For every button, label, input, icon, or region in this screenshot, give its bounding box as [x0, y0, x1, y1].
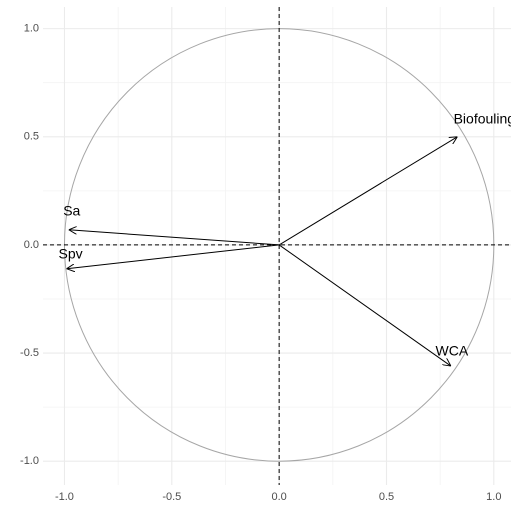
x-tick-label: 0.5 — [379, 491, 394, 503]
y-tick-label: 1.0 — [24, 23, 39, 35]
arrow — [69, 230, 280, 246]
y-tick-label: -0.5 — [20, 347, 39, 359]
x-tick-label: -0.5 — [162, 491, 181, 503]
y-tick-label: 0.0 — [24, 239, 39, 251]
x-tick-label: 1.0 — [486, 491, 501, 503]
arrow — [278, 244, 451, 366]
x-tick-label: 0.0 — [271, 491, 286, 503]
y-tick-label: 0.5 — [24, 131, 39, 143]
arrow-label: Spv — [59, 245, 83, 261]
arrow-label: WCA — [436, 343, 469, 359]
y-tick-label: -1.0 — [20, 455, 39, 467]
arrow — [278, 137, 457, 246]
x-tick-label: -1.0 — [55, 491, 74, 503]
arrow-label: Biofouling — [454, 110, 511, 126]
arrow — [67, 244, 280, 269]
arrow-label: Sa — [63, 202, 80, 218]
